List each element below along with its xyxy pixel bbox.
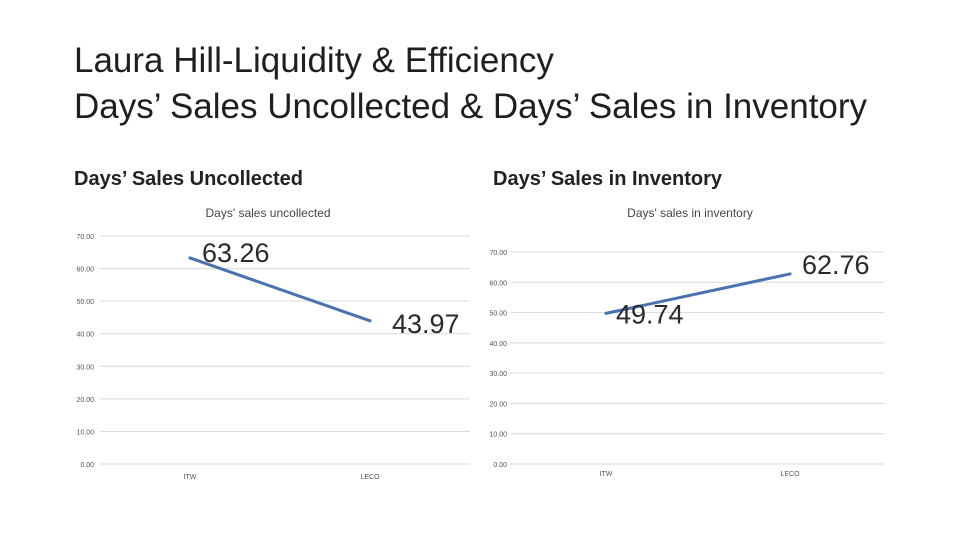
slide-title-line-1: Laura Hill-Liquidity & Efficiency [74, 41, 554, 80]
inventory-y-tick-label: 40.00 [489, 341, 507, 348]
uncollected-data-label: 43.97 [392, 309, 460, 339]
right-chart-heading: Days’ Sales in Inventory [493, 168, 722, 190]
inventory-data-label: 49.74 [616, 299, 684, 329]
inventory-y-tick-label: 70.00 [489, 250, 507, 257]
uncollected-data-point [368, 319, 372, 323]
inventory-x-tick-label: LECO [780, 471, 800, 478]
uncollected-data-label: 63.26 [202, 238, 270, 268]
inventory-data-point [788, 272, 792, 276]
uncollected-series-line [188, 256, 372, 323]
uncollected-y-tick-label: 30.00 [76, 364, 94, 371]
uncollected-y-tick-label: 10.00 [76, 429, 94, 436]
inventory-data-point [604, 311, 608, 315]
uncollected-y-tick-label: 50.00 [76, 299, 94, 306]
inventory-y-tick-label: 50.00 [489, 311, 507, 318]
inventory-y-tick-label: 0.00 [493, 462, 507, 469]
inventory-x-tick-label: ITW [600, 471, 613, 478]
uncollected-y-tick-label: 70.00 [76, 234, 94, 241]
uncollected-x-tick-label: ITW [184, 474, 197, 481]
uncollected-data-point [188, 256, 192, 260]
inventory-y-tick-label: 10.00 [489, 432, 507, 439]
inventory-y-tick-label: 60.00 [489, 280, 507, 287]
uncollected-y-tick-label: 0.00 [80, 462, 94, 469]
inventory-series-line [604, 272, 792, 315]
uncollected-chart-title: Days' sales uncollected [205, 206, 330, 220]
slide-title-line-2: Days’ Sales Uncollected & Days’ Sales in… [74, 87, 868, 126]
inventory-data-label: 62.76 [802, 250, 870, 280]
uncollected-y-tick-label: 20.00 [76, 397, 94, 404]
inventory-y-tick-label: 20.00 [489, 401, 507, 408]
uncollected-y-tick-label: 40.00 [76, 332, 94, 339]
inventory-y-tick-label: 30.00 [489, 371, 507, 378]
left-chart-heading: Days’ Sales Uncollected [74, 168, 304, 190]
uncollected-x-tick-label: LECO [360, 474, 380, 481]
slide-title: Laura Hill-Liquidity & Efficiency Days’ … [74, 38, 867, 130]
uncollected-y-tick-label: 60.00 [76, 267, 94, 274]
inventory-chart-title: Days' sales in inventory [627, 206, 753, 220]
